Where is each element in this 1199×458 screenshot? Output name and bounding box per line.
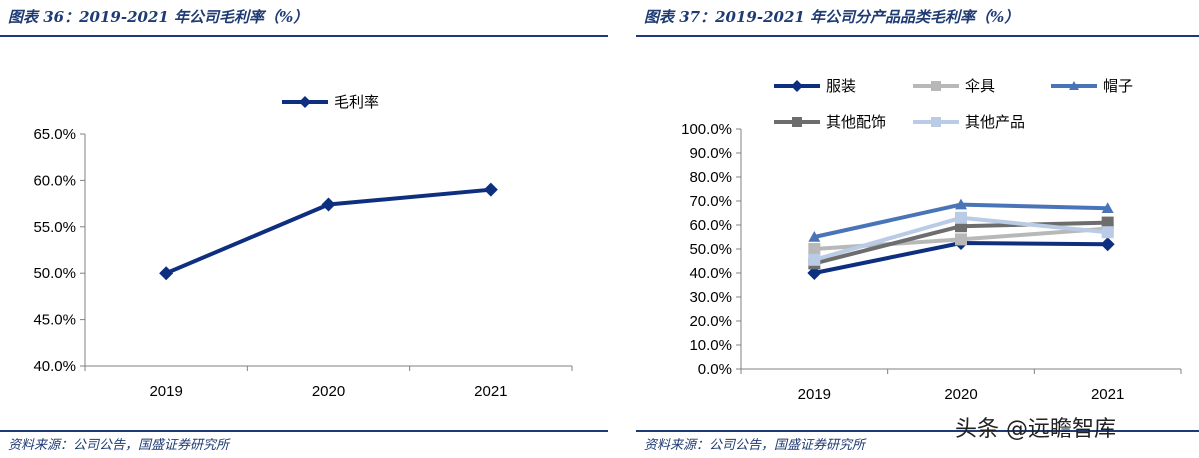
y-tick-label: 90.0% (689, 145, 732, 162)
data-point (955, 233, 967, 246)
data-point (808, 231, 821, 242)
y-tick-label: 40.0% (689, 265, 732, 282)
data-point (955, 211, 967, 224)
data-point (1101, 202, 1114, 213)
y-tick-label: 100.0% (681, 121, 732, 138)
legend-label: 毛利率 (334, 93, 379, 111)
left-bottom-rule (0, 430, 608, 432)
x-tick-label: 2021 (1091, 386, 1124, 403)
y-tick-label: 50.0% (689, 241, 732, 258)
left-source-note: 资料来源：公司公告，国盛证券研究所 (8, 438, 230, 453)
y-tick-label: 40.0% (33, 358, 76, 375)
legend-label: 服装 (826, 77, 856, 95)
data-point (807, 266, 822, 280)
x-tick-label: 2019 (798, 386, 831, 403)
legend-label: 其他产品 (965, 113, 1025, 131)
legend-label: 帽子 (1103, 77, 1133, 95)
y-tick-label: 30.0% (689, 289, 732, 306)
y-tick-label: 0.0% (698, 361, 732, 378)
data-point (1101, 226, 1114, 239)
right-chart: 0.0% 10.0% 20.0% 30.0% 40.0% 50.0% 60.0% 70.0% 8… (681, 77, 1182, 403)
right-top-rule (636, 35, 1199, 37)
x-tick-label: 2020 (312, 383, 345, 400)
y-tick-label: 65.0% (33, 126, 76, 143)
y-tick-label: 80.0% (689, 169, 732, 186)
y-tick-label: 20.0% (689, 313, 732, 330)
left-figure-panel: 图表 36：2019-2021 年公司毛利率（%） 40.0% 45.0% 50.0… (0, 8, 608, 453)
left-top-rule (0, 35, 608, 37)
x-tick-label: 2019 (149, 383, 182, 400)
data-point (955, 198, 967, 210)
legend-swatch-marker (792, 117, 802, 127)
y-tick-label: 60.0% (689, 217, 732, 234)
y-tick-label: 60.0% (33, 172, 76, 189)
y-tick-label: 45.0% (33, 312, 76, 329)
right-figure-title: 图表 37：2019-2021 年公司分产品品类毛利率（%） (644, 8, 1020, 26)
x-tick-label: 2021 (474, 383, 507, 400)
data-point (321, 197, 336, 212)
legend-swatch-marker (1069, 81, 1079, 90)
legend-label: 其他配饰 (826, 113, 886, 131)
y-tick-label: 70.0% (689, 193, 732, 210)
data-point (808, 243, 821, 255)
data-point (483, 182, 498, 197)
watermark-text: 头条 @远瞻智库 (955, 417, 1116, 442)
right-source-note: 资料来源：公司公告，国盛证券研究所 (644, 438, 866, 453)
right-figure-panel: 图表 37：2019-2021 年公司分产品品类毛利率（%） 0.0% 10.0%… (636, 0, 1199, 458)
y-tick-label: 10.0% (689, 337, 732, 354)
data-point (159, 266, 174, 281)
x-tick-label: 2020 (944, 386, 977, 403)
legend-swatch-marker (791, 80, 803, 92)
legend-swatch-marker (299, 96, 311, 108)
left-chart: 40.0% 45.0% 50.0% 55.0% 60.0% 65.0% 2019 2020 20… (33, 93, 573, 400)
y-tick-label: 55.0% (33, 219, 76, 236)
data-point (808, 253, 821, 266)
legend-label: 伞具 (965, 77, 995, 95)
left-figure-title: 图表 36：2019-2021 年公司毛利率（%） (8, 8, 309, 26)
right-bottom-rule (636, 430, 1199, 432)
legend-swatch-marker (931, 81, 941, 91)
y-tick-label: 50.0% (33, 265, 76, 282)
data-point (1100, 237, 1115, 252)
data-point (1101, 216, 1114, 229)
legend-swatch-marker (931, 117, 941, 127)
